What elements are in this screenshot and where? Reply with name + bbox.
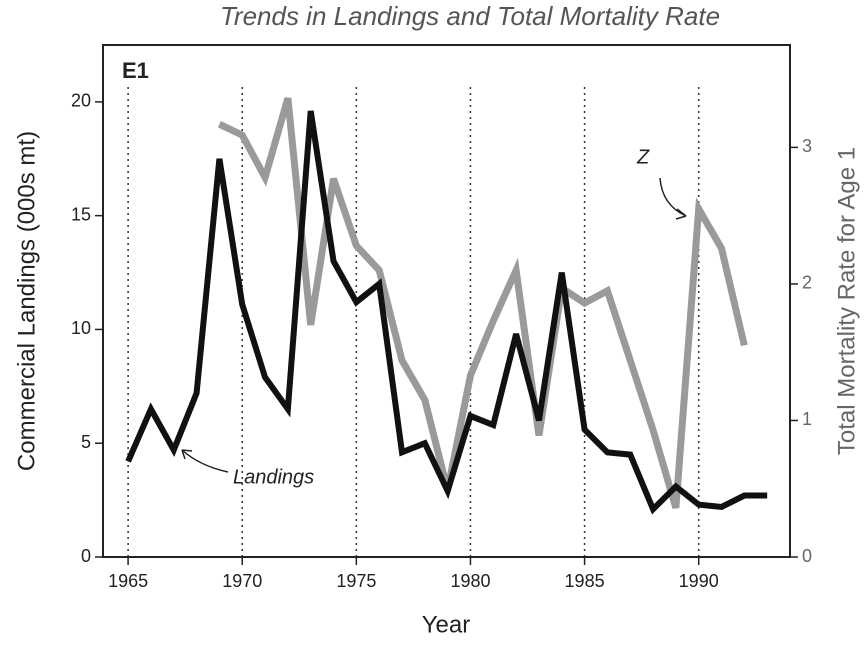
annotation-arrowhead (675, 208, 687, 220)
y2-tick-label: 1 (802, 409, 812, 429)
plot-frame (102, 44, 791, 558)
y2-tick-label: 3 (802, 136, 812, 156)
annotation: Z (636, 146, 650, 168)
annotation-arrow (181, 449, 229, 473)
chart-title: Trends in Landings and Total Mortality R… (220, 1, 720, 31)
y2-axis-label: Total Mortality Rate for Age 1 (833, 147, 860, 455)
x-axis-label: Year (422, 611, 471, 638)
x-tick-label: 1985 (565, 571, 605, 591)
y-tick-label: 15 (71, 204, 91, 224)
x-tick-label: 1980 (450, 571, 490, 591)
x-tick-label: 1970 (222, 571, 262, 591)
y-axis-label: Commercial Landings (000s mt) (13, 131, 40, 471)
annotation: Landings (233, 466, 314, 488)
x-tick-label: 1990 (679, 571, 719, 591)
y-tick-label: 5 (81, 432, 91, 452)
y-tick-label: 20 (71, 91, 91, 111)
annotation-arrowhead (181, 449, 193, 460)
x-tick-label: 1975 (336, 571, 376, 591)
x-tick-label: 1965 (108, 571, 148, 591)
series-line (217, 97, 748, 509)
panel-label: E1 (122, 58, 149, 83)
y-tick-label: 10 (71, 318, 91, 338)
y-tick-label: 0 (81, 546, 91, 566)
series-line (125, 110, 768, 515)
y2-tick-label: 0 (802, 546, 812, 566)
annotation-arrow (659, 177, 687, 217)
y2-tick-label: 2 (802, 273, 812, 293)
